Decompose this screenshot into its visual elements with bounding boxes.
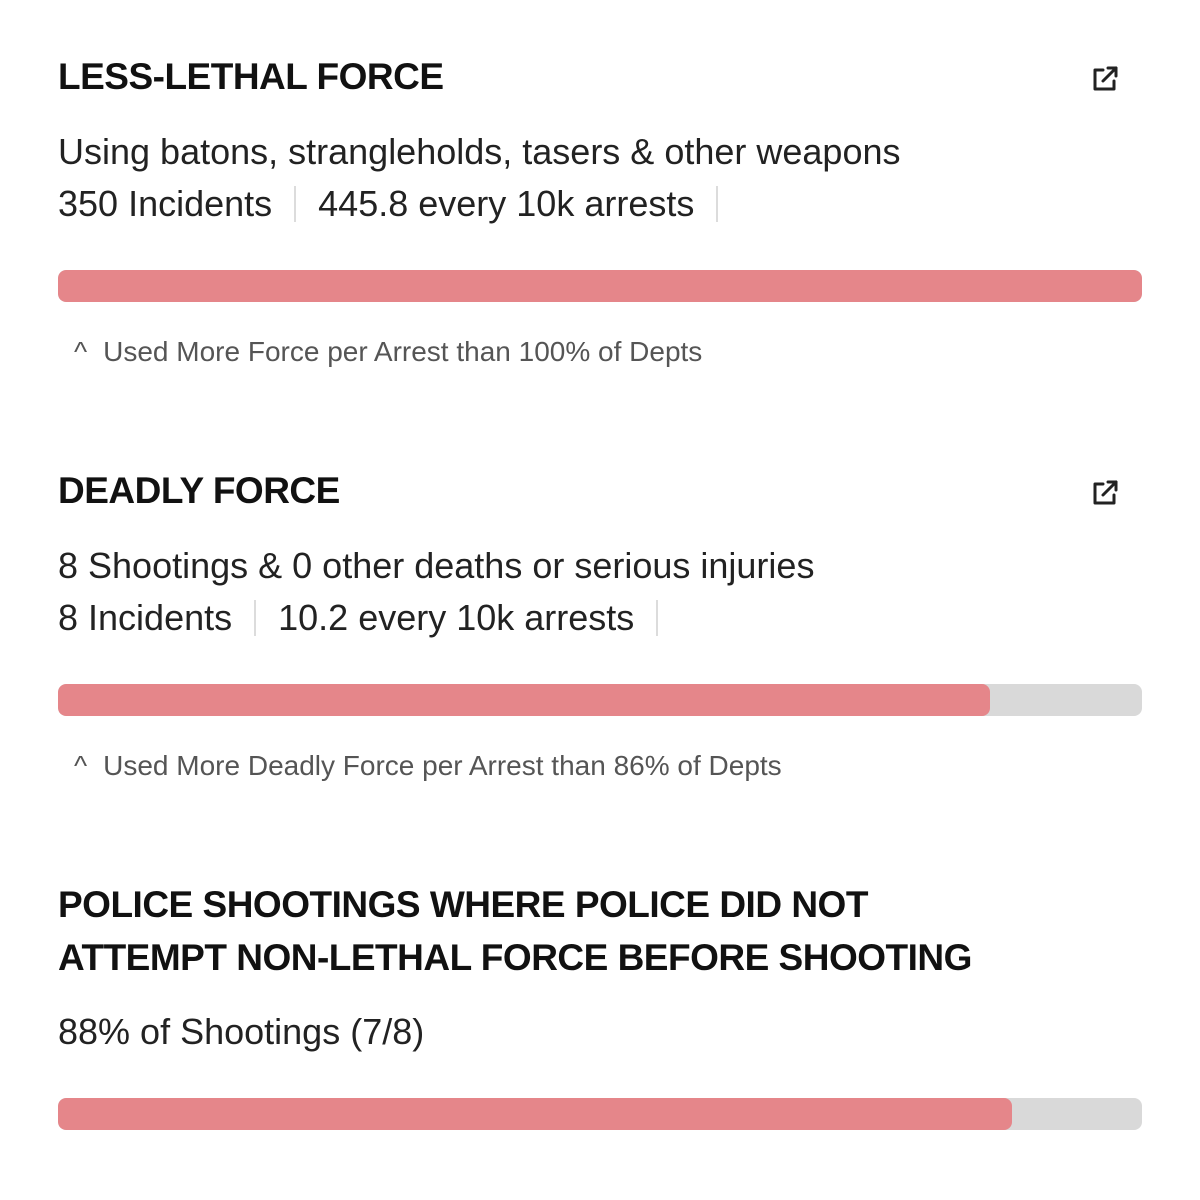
percentile-bar-fill bbox=[58, 684, 991, 716]
caret-icon: ^ bbox=[74, 336, 88, 367]
stat-separator bbox=[294, 186, 297, 222]
section-description: 8 Shootings & 0 other deaths or serious … bbox=[58, 545, 815, 586]
section-title: POLICE SHOOTINGS WHERE POLICE DID NOT AT… bbox=[58, 878, 1142, 984]
incident-count: 350 Incidents bbox=[58, 183, 273, 224]
percentile-note-text: Used More Deadly Force per Arrest than 8… bbox=[103, 750, 782, 781]
section-description: Using batons, strangleholds, tasers & ot… bbox=[58, 131, 901, 172]
percentile-bar-fill bbox=[58, 1098, 1012, 1130]
section-title: LESS-LETHAL FORCE bbox=[58, 56, 444, 97]
stat-separator bbox=[254, 600, 257, 636]
incident-rate: 445.8 every 10k arrests bbox=[318, 183, 695, 224]
caret-icon: ^ bbox=[74, 750, 88, 781]
percentile-bar-fill bbox=[58, 270, 1142, 302]
no-nonlethal-attempt-section: POLICE SHOOTINGS WHERE POLICE DID NOT AT… bbox=[58, 878, 1142, 1138]
percentile-bar bbox=[58, 270, 1142, 302]
stat-separator bbox=[716, 186, 719, 222]
section-title-line-1: POLICE SHOOTINGS WHERE POLICE DID NOT bbox=[58, 884, 868, 925]
incident-rate: 10.2 every 10k arrests bbox=[278, 597, 635, 638]
percentile-note-text: Used More Force per Arrest than 100% of … bbox=[103, 336, 703, 367]
incident-count: 8 Incidents bbox=[58, 597, 233, 638]
less-lethal-force-section: LESS-LETHAL FORCE Using batons, strangle… bbox=[58, 50, 1142, 380]
section-description: 88% of Shootings (7/8) bbox=[58, 1011, 425, 1052]
percentile-note: ^ Used More Deadly Force per Arrest than … bbox=[74, 748, 782, 784]
external-link-icon[interactable] bbox=[1090, 64, 1120, 94]
stats-line: 350 Incidents 445.8 every 10k arrests bbox=[58, 178, 740, 230]
external-link-icon[interactable] bbox=[1090, 478, 1120, 508]
percentile-bar bbox=[58, 1098, 1142, 1130]
stats-line: 8 Incidents 10.2 every 10k arrests bbox=[58, 592, 680, 644]
percentile-bar bbox=[58, 684, 1142, 716]
deadly-force-section: DEADLY FORCE 8 Shootings & 0 other death… bbox=[58, 464, 1142, 794]
percentile-note: ^ Used More Force per Arrest than 100% of… bbox=[74, 334, 702, 370]
stat-separator bbox=[656, 600, 659, 636]
section-title: DEADLY FORCE bbox=[58, 470, 340, 511]
section-title-line-2: ATTEMPT NON-LETHAL FORCE BEFORE SHOOTING bbox=[58, 937, 972, 978]
